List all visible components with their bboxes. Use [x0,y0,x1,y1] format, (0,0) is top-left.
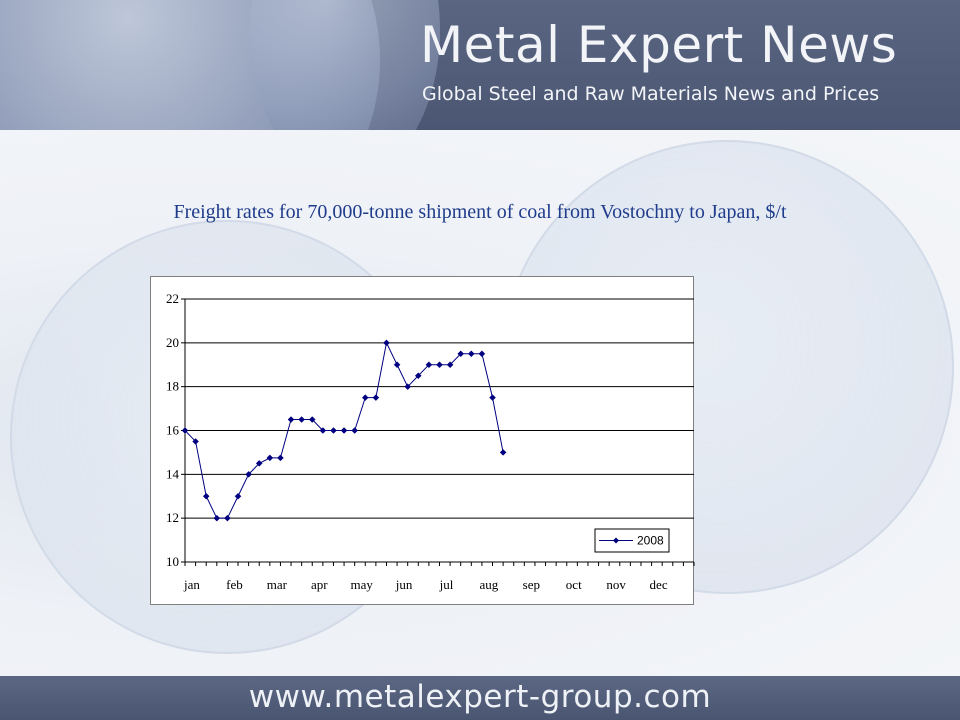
data-point [361,394,369,401]
data-point [213,514,221,522]
x-tick-label: mar [267,577,288,592]
data-point [393,361,401,369]
footer-url[interactable]: www.metalexpert-group.com [248,679,712,715]
x-tick-label: oct [566,577,582,592]
brand-subtitle: Global Steel and Raw Materials News and … [422,83,880,105]
data-point [457,350,465,358]
data-point [372,394,380,401]
x-tick-label: jun [395,577,413,592]
data-point [351,427,359,434]
data-point [499,449,507,456]
y-tick-label: 16 [166,423,180,438]
data-point [245,470,252,478]
data-point [478,350,486,358]
y-tick-label: 18 [166,379,179,394]
line-chart: 10 12 14 16 18 20 22 jan feb mar apr may jun jul aug se… [166,291,695,592]
data-point [224,514,231,522]
data-point [287,416,295,423]
y-tick-label: 12 [166,510,179,525]
data-point [234,492,242,500]
y-tick-label: 14 [166,466,180,481]
data-point [192,438,199,445]
data-point [436,361,443,369]
y-tick-label: 20 [166,335,179,350]
data-point [467,350,475,358]
y-tick-label: 22 [166,291,179,306]
data-point [255,460,263,467]
x-tick-label: may [350,577,373,592]
x-tick-label: aug [480,577,499,592]
legend-label: 2008 [637,534,664,548]
data-point [298,416,305,423]
data-point [266,454,274,462]
data-point [489,394,496,401]
data-point [414,372,422,380]
x-tick-label: dec [650,577,668,592]
data-point [330,427,337,434]
chart-container: 10 12 14 16 18 20 22 jan feb mar apr may jun jul aug se… [150,276,695,605]
x-tick-label: jul [439,577,454,592]
x-tick-label: feb [226,577,243,592]
data-point [308,416,316,423]
data-point [202,492,210,500]
x-tick-label: apr [311,577,328,592]
data-point [446,361,454,369]
data-point [277,454,284,462]
x-tick-label: sep [523,577,540,592]
y-tick-label: 10 [166,554,179,569]
data-point [340,427,348,434]
data-point [319,427,327,434]
x-tick-label: jan [183,577,200,592]
data-point [181,427,189,434]
x-tick-label: nov [606,577,626,592]
data-point [425,361,433,369]
data-point [404,383,412,391]
header-banner: Metal Expert News Global Steel and Raw M… [0,0,960,130]
chart-title: Freight rates for 70,000-tonne shipment … [173,201,787,223]
globe-graphic-secondary [250,0,440,130]
legend-marker [613,537,619,544]
data-point [383,339,390,347]
brand-title: Metal Expert News [420,16,898,74]
footer-banner: www.metalexpert-group.com [0,676,960,720]
